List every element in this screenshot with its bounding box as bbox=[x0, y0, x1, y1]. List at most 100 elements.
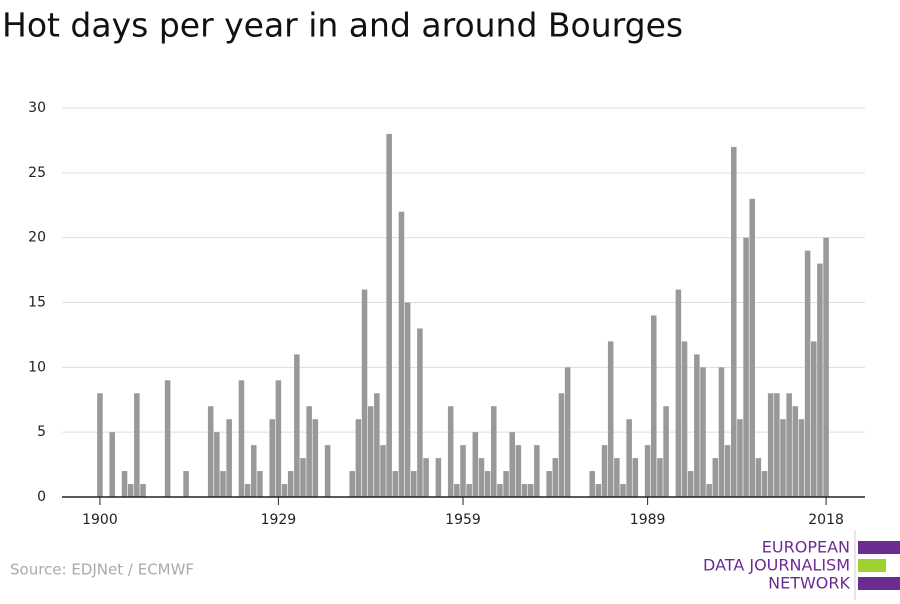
bar bbox=[411, 471, 417, 497]
bar bbox=[601, 445, 608, 497]
bar bbox=[527, 484, 534, 497]
bar bbox=[595, 484, 602, 497]
bar bbox=[140, 484, 146, 497]
bar bbox=[792, 406, 799, 497]
bar bbox=[423, 458, 429, 497]
bar bbox=[214, 432, 220, 497]
bar bbox=[804, 250, 811, 497]
bar bbox=[478, 458, 485, 497]
y-tick-label: 25 bbox=[28, 165, 46, 181]
bar bbox=[257, 471, 263, 497]
source: Source: EDJNet / ECMWF bbox=[10, 561, 194, 579]
bar bbox=[614, 458, 620, 497]
bar bbox=[607, 341, 614, 497]
bar bbox=[694, 354, 700, 497]
bar bbox=[355, 419, 362, 497]
bar bbox=[287, 471, 294, 497]
bar bbox=[589, 471, 595, 497]
bar bbox=[275, 380, 282, 497]
bar bbox=[681, 341, 688, 497]
bar bbox=[552, 458, 559, 497]
bar bbox=[657, 458, 663, 497]
bar bbox=[121, 471, 128, 497]
bar bbox=[244, 484, 251, 497]
bar bbox=[626, 419, 632, 497]
logo-bar bbox=[858, 559, 886, 572]
bar bbox=[398, 211, 405, 497]
bar bbox=[767, 393, 774, 497]
bar bbox=[700, 367, 706, 497]
bar bbox=[324, 445, 331, 497]
bar bbox=[294, 354, 300, 497]
bar bbox=[97, 393, 103, 497]
bar bbox=[651, 315, 657, 497]
bar bbox=[632, 458, 639, 497]
bar bbox=[774, 393, 780, 497]
bar bbox=[466, 484, 472, 497]
bar bbox=[712, 458, 719, 497]
bar bbox=[361, 289, 368, 497]
bar bbox=[312, 419, 319, 497]
x-tick-label: 1929 bbox=[261, 512, 297, 528]
bar bbox=[620, 484, 626, 497]
bar bbox=[761, 471, 768, 497]
bar bbox=[269, 419, 275, 497]
bar bbox=[675, 289, 682, 497]
y-tick-label: 10 bbox=[28, 359, 46, 375]
bar bbox=[564, 367, 571, 497]
bar bbox=[687, 471, 694, 497]
logo-bar bbox=[858, 577, 900, 590]
y-tick-label: 20 bbox=[28, 230, 46, 246]
bar bbox=[491, 406, 497, 497]
bar bbox=[823, 237, 829, 497]
bar bbox=[127, 484, 134, 497]
bar bbox=[663, 406, 669, 497]
x-tick-label: 2018 bbox=[808, 512, 844, 528]
bar bbox=[207, 406, 214, 497]
bar bbox=[386, 133, 392, 497]
bar bbox=[755, 458, 762, 497]
bar bbox=[737, 419, 743, 497]
y-tick-label: 15 bbox=[28, 295, 46, 311]
bar bbox=[306, 406, 312, 497]
bar bbox=[503, 471, 509, 497]
bar bbox=[558, 393, 565, 497]
bar bbox=[164, 380, 171, 497]
x-tick-label: 1900 bbox=[82, 512, 118, 528]
logo-text: NETWORK bbox=[768, 574, 850, 593]
chart-title: Hot days per year in and around Bourges bbox=[2, 6, 683, 45]
bar bbox=[497, 484, 503, 497]
bar bbox=[226, 419, 232, 497]
bar bbox=[515, 445, 522, 497]
bar bbox=[743, 237, 749, 497]
y-tick-label: 5 bbox=[37, 424, 46, 440]
bar bbox=[731, 146, 737, 497]
bar bbox=[534, 445, 540, 497]
x-tick-label: 1959 bbox=[445, 512, 481, 528]
bar bbox=[484, 471, 491, 497]
bar bbox=[417, 328, 423, 497]
bar bbox=[780, 419, 786, 497]
bar bbox=[367, 406, 374, 497]
bar bbox=[447, 406, 454, 497]
bar bbox=[472, 432, 479, 497]
bar bbox=[380, 445, 386, 497]
logo-text: DATA JOURNALISM bbox=[703, 556, 850, 575]
bar bbox=[251, 445, 257, 497]
logo-text: EUROPEAN bbox=[762, 538, 850, 557]
bar bbox=[220, 471, 226, 497]
bar bbox=[404, 302, 411, 497]
bar bbox=[521, 484, 528, 497]
bar bbox=[349, 471, 355, 497]
x-tick-label: 1989 bbox=[630, 512, 666, 528]
bar bbox=[644, 445, 651, 497]
bar bbox=[454, 484, 460, 497]
bar bbox=[546, 471, 552, 497]
bar bbox=[238, 380, 245, 497]
bar bbox=[435, 458, 442, 497]
bar bbox=[786, 393, 792, 497]
bar bbox=[811, 341, 817, 497]
bar bbox=[134, 393, 140, 497]
